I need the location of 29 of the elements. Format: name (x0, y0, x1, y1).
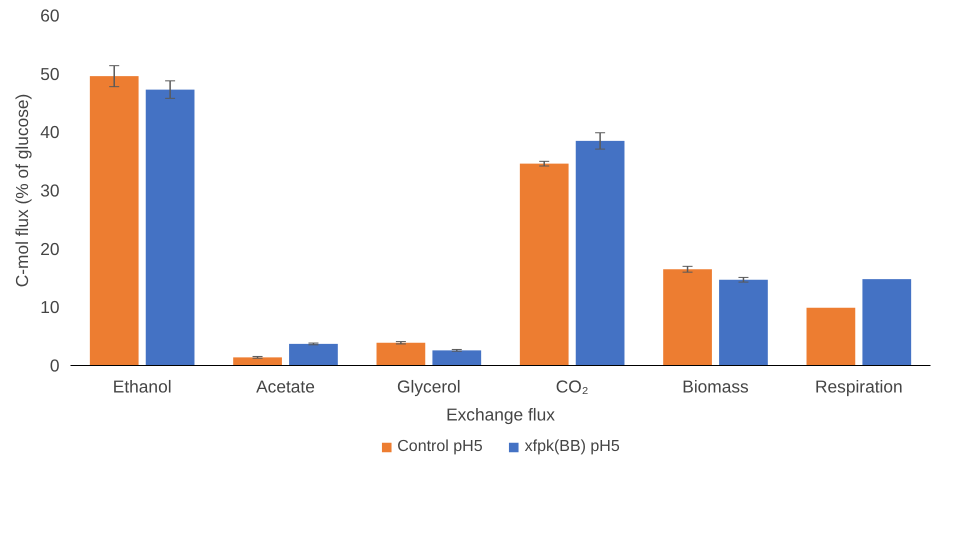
x-tick-label: Biomass (682, 376, 750, 396)
bar (90, 76, 139, 366)
bar (719, 280, 768, 366)
y-axis-title: C-mol flux (% of glucose) (12, 94, 32, 288)
bar (146, 90, 194, 366)
x-tick-label: Respiration (815, 376, 903, 396)
bar (289, 344, 338, 366)
bar (806, 308, 856, 366)
bar (663, 269, 712, 366)
y-tick-label: 50 (40, 64, 60, 84)
legend-label: Control pH5 (397, 438, 483, 456)
x-tick-label: Acetate (256, 376, 315, 396)
bar (862, 279, 912, 366)
y-tick-label: 60 (40, 6, 60, 26)
bar (432, 350, 482, 366)
y-tick-label: 20 (40, 238, 60, 259)
x-axis-title: Exchange flux (446, 404, 556, 424)
y-tick-label: 30 (40, 180, 60, 200)
bar (376, 342, 426, 366)
y-tick-label: 10 (40, 297, 60, 318)
bar (520, 164, 569, 366)
x-tick-label: Ethanol (112, 376, 172, 396)
x-tick-label: Glycerol (397, 376, 461, 396)
y-tick-label: 40 (40, 122, 60, 142)
x-tick-label: CO₂ (556, 376, 589, 396)
bar (233, 357, 282, 366)
bar (576, 140, 624, 366)
y-tick-label: 0 (50, 356, 60, 376)
legend-label: xfpk(BB) pH5 (524, 438, 620, 456)
